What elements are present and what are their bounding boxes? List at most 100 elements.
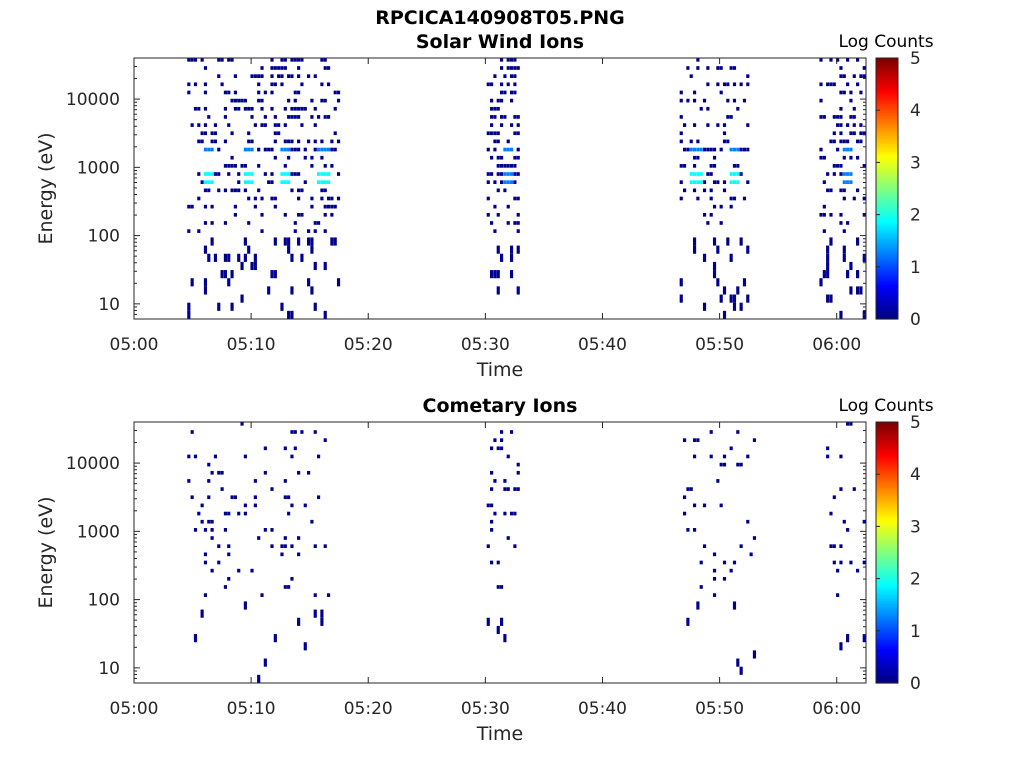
heatmap-cell: [197, 123, 201, 127]
heatmap-cell: [270, 147, 274, 152]
heatmap-cell: [819, 155, 823, 160]
colorbar-segment: [876, 164, 898, 168]
colorbar-segment: [876, 288, 898, 292]
heatmap-cell: [190, 278, 194, 287]
heatmap-cell: [496, 155, 500, 160]
heatmap-cell: [280, 74, 284, 78]
heatmap-cell: [739, 237, 743, 246]
colorbar-segment: [876, 262, 898, 266]
colorbar-segment: [876, 299, 898, 303]
heatmap-cell: [729, 147, 733, 152]
heatmap-cell: [257, 147, 261, 152]
heatmap-cell: [203, 188, 208, 193]
heatmap-cell: [719, 503, 723, 508]
heatmap-cell: [203, 131, 208, 136]
heatmap-cell: [852, 123, 856, 127]
heatmap-cell: [746, 519, 750, 524]
heatmap-cell: [207, 188, 211, 193]
colorbar-tick-label: 5: [910, 413, 921, 433]
heatmap-cell: [692, 155, 697, 160]
heatmap-cell: [856, 237, 860, 246]
heatmap-cell: [240, 422, 244, 426]
heatmap-cell: [307, 139, 311, 144]
colorbar-segment: [876, 611, 898, 614]
heatmap-cell: [683, 188, 687, 193]
heatmap-cell: [287, 147, 291, 152]
heatmap-cell: [330, 196, 334, 201]
colorbar-segment: [876, 617, 898, 621]
colorbar-segment: [876, 58, 898, 61]
heatmap-cell: [313, 74, 317, 78]
x-tick-label: 05:20: [344, 335, 393, 355]
heatmap-cell: [739, 147, 743, 152]
heatmap-cell: [280, 82, 284, 87]
heatmap-cell: [227, 576, 231, 581]
colorbar-segment: [876, 149, 898, 153]
heatmap-cell: [290, 139, 294, 144]
heatmap-cell: [852, 106, 856, 111]
heatmap-cell: [513, 90, 517, 95]
y-axis-label: Energy (eV): [35, 132, 57, 244]
colorbar-segment: [876, 205, 898, 209]
heatmap-cell: [333, 147, 337, 152]
heatmap-cell: [846, 147, 850, 152]
heatmap-cell: [862, 196, 866, 201]
heatmap-cell: [826, 172, 830, 176]
heatmap-cell: [836, 164, 840, 168]
heatmap-cell: [509, 74, 514, 78]
heatmap-cell: [290, 188, 294, 193]
heatmap-cell: [686, 66, 690, 70]
heatmap-cell: [513, 221, 517, 225]
colorbar-segment: [876, 282, 898, 285]
heatmap-cell: [486, 82, 490, 87]
colorbar-segment: [876, 105, 898, 109]
heatmap-cell: [726, 139, 730, 144]
heatmap-cell: [849, 560, 853, 565]
heatmap-cell: [496, 446, 500, 451]
heatmap-cell: [859, 123, 863, 127]
heatmap-cell: [287, 139, 291, 144]
heatmap-cell: [842, 196, 846, 201]
colorbar-segment: [876, 162, 898, 166]
heatmap-cell: [516, 462, 520, 467]
heatmap-cell: [293, 221, 297, 225]
heatmap-cell: [712, 261, 717, 271]
heatmap-cell: [190, 495, 194, 500]
heatmap-cell: [509, 147, 514, 152]
heatmap-cell: [257, 188, 261, 193]
heatmap-cell: [513, 58, 517, 62]
heatmap-cell: [702, 147, 707, 152]
heatmap-cell: [513, 131, 517, 136]
heatmap-cell: [240, 294, 244, 303]
heatmap-cell: [217, 188, 221, 193]
heatmap-cell: [493, 131, 497, 136]
heatmap-cell: [699, 172, 703, 176]
heatmap-cell: [230, 495, 234, 500]
heatmap-cell: [267, 147, 271, 152]
colorbar-segment: [876, 84, 898, 87]
y-tick-label: 1000: [77, 522, 120, 542]
heatmap-cell: [739, 302, 743, 311]
colorbar-segment: [876, 511, 898, 514]
heatmap-cell: [200, 609, 204, 618]
heatmap-cell: [320, 139, 324, 144]
heatmap-cell: [490, 560, 494, 565]
heatmap-cell: [679, 131, 683, 136]
heatmap-cell: [486, 172, 490, 176]
heatmap-cell: [203, 560, 208, 565]
heatmap-cell: [846, 528, 850, 532]
heatmap-cell: [513, 487, 517, 491]
heatmap-cell: [247, 180, 251, 185]
heatmap-cell: [832, 115, 836, 119]
heatmap-cell: [203, 528, 208, 532]
heatmap-cell: [200, 58, 204, 62]
colorbar-segment: [876, 177, 898, 181]
heatmap-cell: [303, 642, 307, 651]
heatmap-cell: [326, 147, 331, 152]
heatmap-cell: [513, 164, 517, 168]
heatmap-cell: [706, 82, 710, 87]
heatmap-cell: [732, 82, 737, 87]
heatmap-cell: [822, 212, 826, 217]
heatmap-cell: [247, 245, 251, 254]
heatmap-cell: [310, 155, 314, 160]
